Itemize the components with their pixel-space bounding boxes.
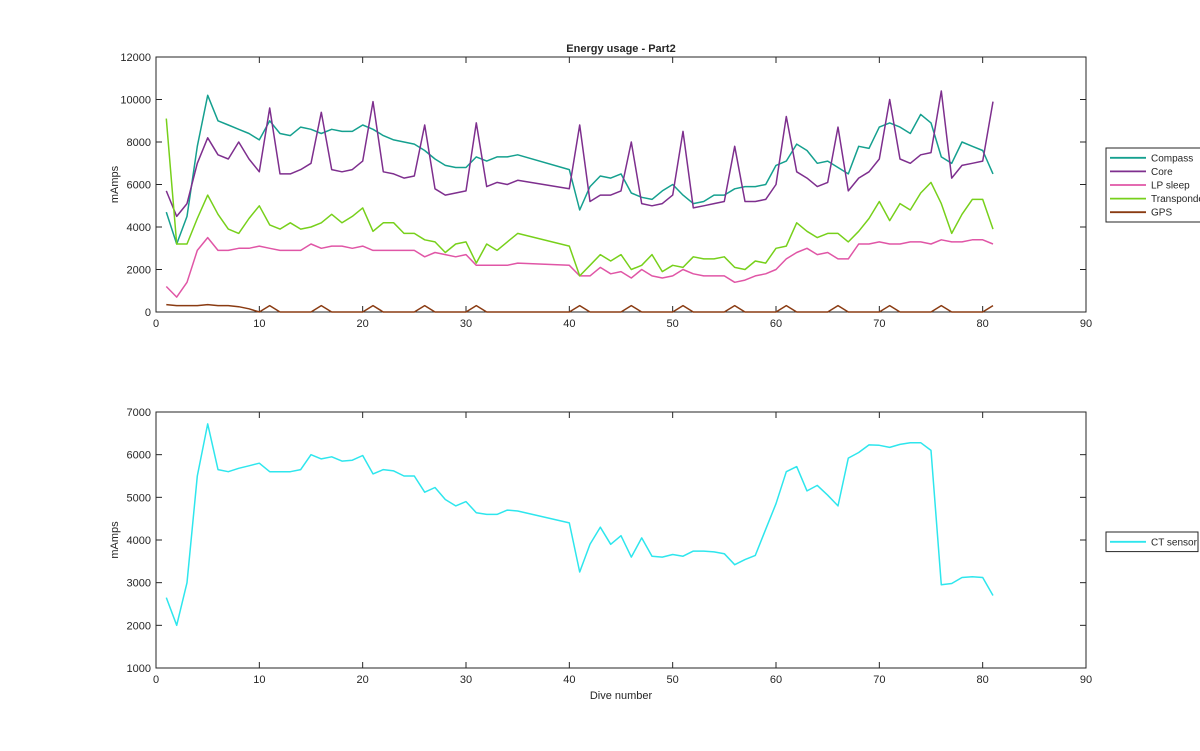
- y-axis-ticks: 0 2000 4000 6000 8000 10000 12000: [120, 52, 1086, 319]
- legend-entry-label: GPS: [1151, 208, 1172, 219]
- x-tick-label: 0: [153, 318, 159, 330]
- x-tick-label: 90: [1080, 318, 1092, 330]
- x-tick-label: 10: [253, 674, 265, 686]
- x-tick-label: 30: [460, 674, 472, 686]
- ct-sensor-plot: 0 10 20 30 40 50 60 70 80 90 1000 2000 3000 4000 5000…: [109, 407, 1199, 702]
- y-tick-label: 2000: [127, 265, 151, 277]
- x-tick-label: 20: [357, 318, 369, 330]
- x-tick-label: 80: [977, 674, 989, 686]
- legend[interactable]: CT sensor: [1105, 531, 1199, 553]
- y-tick-label: 4000: [127, 535, 151, 547]
- legend-entry-label: Core: [1151, 167, 1173, 178]
- legend[interactable]: Compass Core LP sleep Transponder GPS: [1105, 147, 1200, 223]
- series-line-gps: [166, 303, 994, 313]
- y-tick-label: 12000: [120, 52, 151, 64]
- x-axis-ticks: 0 10 20 30 40 50 60 70 80 90: [153, 57, 1092, 330]
- x-axis-label: Dive number: [590, 690, 653, 702]
- y-tick-label: 7000: [127, 407, 151, 419]
- y-axis-label: mAmps: [109, 165, 121, 203]
- y-tick-label: 8000: [127, 137, 151, 149]
- series-line-lp-sleep: [165, 236, 994, 298]
- x-tick-label: 30: [460, 318, 472, 330]
- y-axis-label: mAmps: [109, 521, 121, 559]
- x-tick-label: 50: [667, 674, 679, 686]
- energy-usage-plot: Energy usage - Part2 0 10 20 30 40 50 60 70 80 90…: [109, 43, 1200, 330]
- x-tick-label: 0: [153, 674, 159, 686]
- legend-box: [1105, 531, 1199, 553]
- legend-entry-label: Transponder: [1151, 194, 1200, 205]
- x-tick-label: 60: [770, 674, 782, 686]
- x-tick-label: 20: [357, 674, 369, 686]
- chart-title: Energy usage - Part2: [566, 43, 675, 55]
- x-tick-label: 80: [977, 318, 989, 330]
- series-lines: [165, 90, 994, 313]
- y-tick-label: 1000: [127, 663, 151, 675]
- y-tick-label: 10000: [120, 95, 151, 107]
- y-tick-label: 6000: [127, 180, 151, 192]
- axes-box: [155, 56, 1087, 313]
- series-line-transponder: [165, 118, 994, 277]
- y-tick-label: 4000: [127, 222, 151, 234]
- series-line-core: [165, 90, 994, 218]
- y-tick-label: 3000: [127, 578, 151, 590]
- x-axis-ticks: 0 10 20 30 40 50 60 70 80 90: [153, 412, 1092, 686]
- series-line-ct-sensor: [165, 423, 994, 627]
- x-tick-label: 50: [667, 318, 679, 330]
- y-tick-label: 6000: [127, 450, 151, 462]
- legend-entry-label: Compass: [1151, 153, 1193, 164]
- x-tick-label: 70: [873, 674, 885, 686]
- x-tick-label: 40: [563, 318, 575, 330]
- legend-entry-label: CT sensor: [1151, 537, 1198, 548]
- x-tick-label: 10: [253, 318, 265, 330]
- series-lines: [165, 423, 994, 627]
- x-tick-label: 70: [873, 318, 885, 330]
- y-tick-label: 2000: [127, 620, 151, 632]
- y-axis-ticks: 1000 2000 3000 4000 5000 6000 7000: [127, 407, 1086, 675]
- legend-entry-label: LP sleep: [1151, 181, 1190, 192]
- y-tick-label: 5000: [127, 492, 151, 504]
- x-tick-label: 40: [563, 674, 575, 686]
- series-line-compass: [165, 94, 994, 245]
- x-tick-label: 60: [770, 318, 782, 330]
- y-tick-label: 0: [145, 307, 151, 319]
- axes-box: [155, 411, 1087, 669]
- x-tick-label: 90: [1080, 674, 1092, 686]
